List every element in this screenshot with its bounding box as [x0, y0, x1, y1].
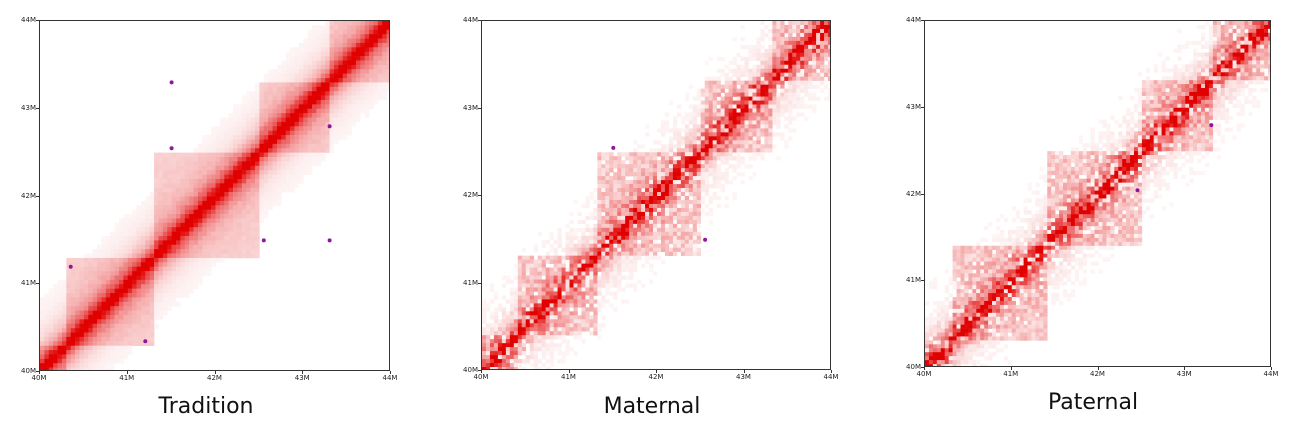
heatmap-svg [482, 21, 830, 369]
x-tick-mark [126, 371, 128, 374]
y-tick-mark [36, 283, 39, 285]
y-tick-mark [478, 20, 481, 21]
loop-dot [327, 238, 332, 243]
x-tick-mark [924, 367, 925, 370]
y-tick-mark [478, 107, 481, 109]
y-tick-label: 42M [21, 191, 36, 200]
loop-dot [169, 146, 174, 151]
y-tick-label: 41M [906, 276, 921, 285]
loop-dot [68, 264, 73, 269]
x-tick-label: 44M [823, 373, 839, 381]
x-tick-label: 42M [648, 373, 664, 381]
x-tick-mark [481, 370, 482, 373]
panel-title: Maternal [603, 394, 701, 419]
heatmap-frame [39, 20, 390, 371]
loop-dot [169, 80, 174, 85]
y-tick-label: 41M [463, 278, 478, 287]
x-tick-label: 41M [119, 374, 135, 382]
loop-dot [703, 237, 708, 242]
y-tick-label: 44M [463, 16, 478, 24]
heatmap-cells [925, 21, 1270, 366]
x-tick-mark [1097, 367, 1099, 370]
y-tick-mark [478, 282, 481, 284]
x-tick-label: 40M [473, 373, 489, 381]
x-tick-mark [1010, 367, 1012, 370]
x-tick-mark [743, 370, 745, 373]
y-tick-mark [36, 195, 39, 197]
x-tick-label: 40M [31, 374, 47, 382]
x-tick-mark [1271, 367, 1272, 370]
heatmap-frame [924, 20, 1271, 367]
x-tick-label: 42M [1090, 370, 1105, 378]
y-tick-label: 44M [906, 16, 921, 24]
heatmap-svg [925, 21, 1270, 366]
panel-title: Tradition [158, 394, 254, 419]
y-tick-mark [36, 20, 39, 21]
heatmap-cells [482, 21, 830, 369]
x-tick-mark [214, 371, 216, 374]
y-tick-mark [36, 371, 39, 372]
y-tick-mark [921, 367, 924, 368]
loop-dot [1135, 188, 1140, 193]
x-tick-label: 41M [561, 373, 576, 381]
loop-dot [143, 339, 148, 344]
y-tick-label: 43M [463, 103, 478, 112]
heatmap-frame [481, 20, 831, 370]
x-tick-label: 42M [207, 374, 222, 382]
x-tick-mark [656, 370, 657, 373]
x-tick-label: 43M [1176, 370, 1192, 378]
x-tick-mark [831, 370, 832, 373]
x-tick-mark [568, 370, 570, 373]
loop-dot [611, 145, 616, 150]
y-tick-label: 42M [463, 191, 478, 199]
y-tick-label: 41M [21, 279, 36, 288]
y-tick-label: 40M [463, 366, 478, 374]
y-tick-mark [921, 193, 924, 195]
y-tick-mark [921, 106, 924, 108]
y-tick-mark [921, 280, 924, 282]
y-tick-mark [921, 20, 924, 21]
x-tick-mark [39, 371, 40, 374]
x-tick-label: 43M [294, 374, 310, 382]
y-tick-mark [478, 370, 481, 371]
y-tick-label: 44M [21, 16, 36, 24]
y-tick-mark [36, 107, 39, 109]
x-tick-label: 44M [382, 374, 398, 382]
y-tick-label: 43M [21, 103, 36, 112]
y-tick-label: 40M [906, 363, 921, 371]
y-tick-label: 40M [21, 367, 36, 375]
x-tick-mark [302, 371, 304, 374]
panel-title: Paternal [1047, 390, 1139, 415]
heatmap-svg [40, 21, 389, 370]
y-tick-label: 43M [906, 102, 921, 111]
x-tick-label: 40M [916, 370, 932, 378]
heatmap-cells [40, 21, 389, 370]
y-tick-label: 42M [906, 189, 921, 198]
loop-dot [261, 238, 266, 243]
x-tick-mark [390, 371, 391, 374]
x-tick-label: 41M [1003, 370, 1019, 378]
x-tick-label: 44M [1263, 370, 1279, 378]
loop-dot [1209, 123, 1214, 128]
x-tick-label: 43M [736, 373, 751, 381]
y-tick-mark [478, 195, 481, 196]
x-tick-mark [1184, 367, 1186, 370]
loop-dot [327, 124, 332, 129]
